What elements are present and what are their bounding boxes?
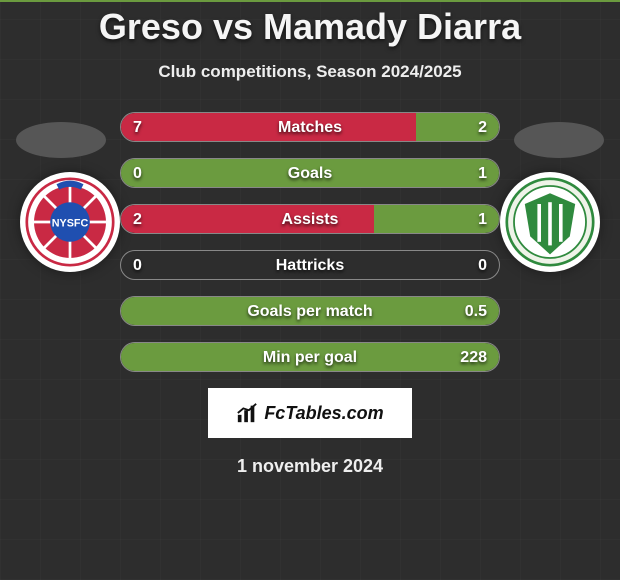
stat-row: 0Goals1 xyxy=(120,158,500,188)
stat-value-right: 228 xyxy=(460,343,487,372)
stat-label: Goals per match xyxy=(121,297,499,326)
crest-left: NYSFC xyxy=(20,172,120,272)
crest-shadow-left xyxy=(16,122,106,158)
chart-icon xyxy=(236,402,258,424)
crest-right xyxy=(500,172,600,272)
stat-row: Min per goal228 xyxy=(120,342,500,372)
stat-label: Hattricks xyxy=(121,251,499,280)
brand-text: FcTables.com xyxy=(264,403,383,424)
stat-bars: 7Matches20Goals12Assists10Hattricks0Goal… xyxy=(120,112,500,372)
crest-right-svg xyxy=(505,177,595,267)
brand-box: FcTables.com xyxy=(208,388,412,438)
stat-value-right: 0.5 xyxy=(465,297,487,326)
stat-label: Matches xyxy=(121,113,499,142)
stat-row: 7Matches2 xyxy=(120,112,500,142)
stat-row: 2Assists1 xyxy=(120,204,500,234)
stat-value-right: 1 xyxy=(478,205,487,234)
subtitle: Club competitions, Season 2024/2025 xyxy=(0,62,620,82)
crest-left-svg: NYSFC xyxy=(25,177,115,267)
stat-value-right: 0 xyxy=(478,251,487,280)
date-text: 1 november 2024 xyxy=(0,456,620,477)
stat-value-right: 2 xyxy=(478,113,487,142)
stat-label: Assists xyxy=(121,205,499,234)
stat-value-right: 1 xyxy=(478,159,487,188)
stat-label: Min per goal xyxy=(121,343,499,372)
stat-label: Goals xyxy=(121,159,499,188)
stat-row: Goals per match0.5 xyxy=(120,296,500,326)
crest-left-text: NYSFC xyxy=(52,218,89,230)
crest-shadow-right xyxy=(514,122,604,158)
page-title: Greso vs Mamady Diarra xyxy=(0,6,620,48)
stat-row: 0Hattricks0 xyxy=(120,250,500,280)
